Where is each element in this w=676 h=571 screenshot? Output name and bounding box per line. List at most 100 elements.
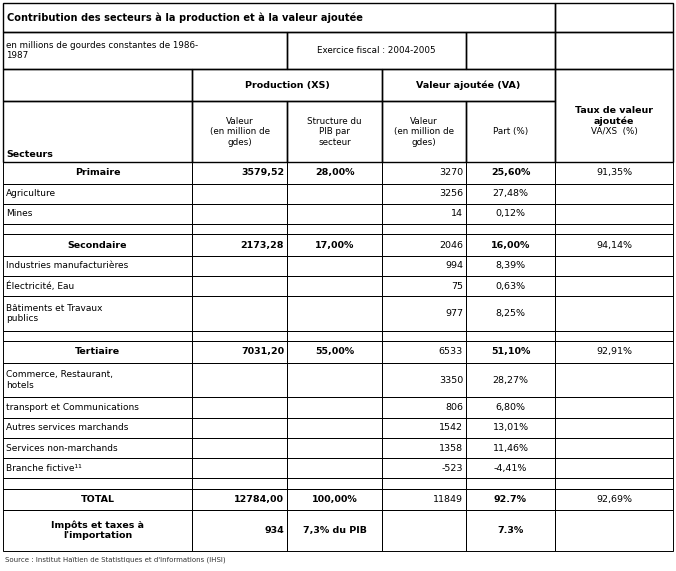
Text: 1358: 1358 — [439, 444, 463, 453]
Bar — [3, 510, 192, 550]
Bar — [466, 101, 555, 162]
Text: 3256: 3256 — [439, 189, 463, 198]
Text: Exercice fiscal : 2004-2005: Exercice fiscal : 2004-2005 — [317, 46, 436, 55]
Text: 6,80%: 6,80% — [496, 403, 525, 412]
Text: TOTAL: TOTAL — [80, 495, 114, 504]
Text: 8,25%: 8,25% — [496, 309, 525, 318]
Text: Contribution des secteurs à la production et à la valeur ajoutée: Contribution des secteurs à la productio… — [7, 12, 363, 23]
Bar — [287, 296, 382, 331]
Bar — [3, 276, 192, 296]
Text: 16,00%: 16,00% — [491, 240, 530, 250]
Text: Agriculture: Agriculture — [6, 189, 56, 198]
Text: 55,00%: 55,00% — [315, 348, 354, 356]
Text: Commerce, Restaurant,
hotels: Commerce, Restaurant, hotels — [6, 371, 113, 390]
Bar — [192, 418, 287, 438]
Bar — [192, 256, 287, 276]
Text: 92,91%: 92,91% — [596, 348, 632, 356]
Text: Primaire: Primaire — [75, 168, 120, 177]
Bar — [192, 224, 287, 234]
Text: 3579,52: 3579,52 — [241, 168, 284, 177]
Bar — [555, 162, 673, 184]
Bar — [555, 458, 673, 478]
Bar — [287, 478, 382, 489]
Bar — [555, 478, 673, 489]
Text: 7,3% du PIB: 7,3% du PIB — [303, 526, 366, 535]
Bar — [287, 341, 382, 363]
Bar — [382, 101, 466, 162]
Text: 91,35%: 91,35% — [596, 168, 632, 177]
Text: Taux de valeur
ajoutée: Taux de valeur ajoutée — [575, 106, 653, 126]
Bar — [555, 70, 673, 162]
Bar — [192, 162, 287, 184]
Text: Services non-marchands: Services non-marchands — [6, 444, 118, 453]
Text: Industries manufacturières: Industries manufacturières — [6, 262, 128, 271]
Bar — [287, 489, 382, 510]
Bar — [192, 204, 287, 224]
Bar — [555, 341, 673, 363]
Bar — [382, 397, 466, 418]
Text: Électricité, Eau: Électricité, Eau — [6, 282, 74, 291]
Bar — [192, 184, 287, 204]
Bar — [3, 458, 192, 478]
Bar — [287, 162, 382, 184]
Bar — [287, 224, 382, 234]
Bar — [466, 438, 555, 458]
Bar — [382, 296, 466, 331]
Text: 6533: 6533 — [439, 348, 463, 356]
Bar — [3, 331, 192, 341]
Bar — [3, 234, 192, 256]
Text: 92,69%: 92,69% — [596, 495, 632, 504]
Bar — [3, 438, 192, 458]
Bar — [287, 438, 382, 458]
Text: 934: 934 — [264, 526, 284, 535]
Bar — [192, 397, 287, 418]
Text: 994: 994 — [445, 262, 463, 271]
Bar — [555, 489, 673, 510]
Bar — [3, 489, 192, 510]
Bar — [3, 32, 287, 70]
Bar — [382, 184, 466, 204]
Text: 13,01%: 13,01% — [492, 423, 529, 432]
Text: Autres services marchands: Autres services marchands — [6, 423, 128, 432]
Text: Tertiaire: Tertiaire — [75, 348, 120, 356]
Bar — [192, 478, 287, 489]
Text: -4,41%: -4,41% — [493, 464, 527, 473]
Bar — [382, 276, 466, 296]
Bar — [3, 397, 192, 418]
Text: Valeur
(en million de
gdes): Valeur (en million de gdes) — [210, 116, 270, 147]
Bar — [555, 276, 673, 296]
Bar — [3, 101, 192, 162]
Text: 8,39%: 8,39% — [496, 262, 525, 271]
Bar — [287, 418, 382, 438]
Text: 2046: 2046 — [439, 240, 463, 250]
Bar — [3, 296, 192, 331]
Text: 75: 75 — [451, 282, 463, 291]
Bar — [555, 418, 673, 438]
Bar — [466, 458, 555, 478]
Bar — [466, 510, 555, 550]
Bar — [3, 224, 192, 234]
Text: Mines: Mines — [6, 210, 32, 219]
Text: 11,46%: 11,46% — [493, 444, 529, 453]
Text: 51,10%: 51,10% — [491, 348, 530, 356]
Bar — [382, 489, 466, 510]
Text: Valeur ajoutée (VA): Valeur ajoutée (VA) — [416, 81, 521, 90]
Bar — [382, 418, 466, 438]
Bar — [192, 363, 287, 397]
Bar — [287, 510, 382, 550]
Bar — [466, 296, 555, 331]
Text: transport et Communications: transport et Communications — [6, 403, 139, 412]
Bar — [3, 341, 192, 363]
Bar — [382, 341, 466, 363]
Bar — [466, 363, 555, 397]
Bar — [192, 101, 287, 162]
Bar — [192, 296, 287, 331]
Bar — [3, 418, 192, 438]
Bar — [555, 224, 673, 234]
Bar — [192, 489, 287, 510]
Bar — [192, 510, 287, 550]
Text: 806: 806 — [445, 403, 463, 412]
Bar — [466, 276, 555, 296]
Bar — [466, 204, 555, 224]
Bar — [287, 32, 466, 70]
